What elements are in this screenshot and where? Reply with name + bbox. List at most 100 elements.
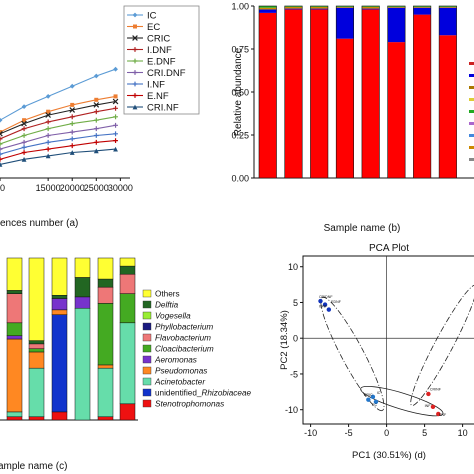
a-data-point [112,98,119,105]
a-data-point [21,104,27,109]
d-point-label: EC [372,403,377,407]
a-data-point [69,143,75,149]
c-legend-swatch [142,399,152,408]
a-legend-label: E.NF [147,91,169,102]
a-legend-label: I.NF [147,80,165,91]
d-point-label: IC [377,391,381,395]
d-point-label: CRIDNF [319,295,333,299]
d-data-point [322,302,328,307]
c-bar-segment [119,403,136,421]
b-bar-segment [413,6,431,7]
b-legend-swatch [469,110,474,113]
c-bar-segment [28,351,45,369]
d-ellipse-dnf [320,296,385,412]
b-bar-outline [361,5,380,179]
b-bar-segment [284,8,303,10]
a-data-point [69,150,75,155]
c-legend-label: Vogesella [155,312,191,321]
b-bar-outline [413,5,432,179]
a-data-point [0,117,3,123]
b-bar-segment [259,12,277,178]
d-x-tick-label: -5 [345,428,353,438]
c-legend-swatch [142,333,152,342]
c-bar-segment [28,257,45,341]
a-legend-label: I.DNF [147,45,172,56]
d-data-point [366,397,371,402]
b-legend-swatch [469,62,474,65]
c-legend-label: Aeromonas [154,356,197,365]
b-bar-outline [310,5,329,179]
c-legend-swatch [142,322,152,331]
d-data-point [430,404,436,410]
a-data-point [0,141,3,147]
d-point-label: CRIC [364,393,373,397]
d-data-point [436,411,441,417]
c-legend-swatch [142,289,152,298]
d-ellipse-nf [410,284,474,406]
a-data-point [93,73,99,79]
b-bar-segment [413,6,431,8]
d-y-tick-label: 5 [293,298,298,308]
c-legend-label: Phyllobacterium [155,323,213,332]
a-legend-marker [132,70,138,75]
b-bar-segment [361,6,380,9]
c-x-axis-title: ample name (c) [0,461,67,472]
c-legend-swatch [142,377,152,386]
a-x-tick-label: 30000 [108,183,133,193]
c-bar-segment [74,277,91,298]
c-legend-label: Acinetobacter [154,378,205,387]
b-bar-segment [439,6,457,8]
a-data-point [113,114,118,120]
a-data-point [45,153,51,159]
c-bar-segment [97,278,114,288]
d-title: PCA Plot [369,243,409,254]
a-x-tick-label: 15000 [36,183,61,193]
a-data-point [70,102,75,107]
d-y-tick-label: -10 [285,405,298,415]
b-y-axis-title: Relative abundance [233,47,244,136]
a-legend-label: CRIC [147,34,170,45]
d-point-label: EDNF [331,300,342,304]
b-legend-swatch [469,86,474,89]
c-bar-segment [6,338,23,413]
c-bar-segment [51,295,68,299]
d-x-tick-label: -10 [304,428,317,438]
a-data-point [113,131,118,137]
d-point-label: ENF [439,413,447,417]
c-bar-segment [6,335,23,340]
b-bar-segment [259,9,277,13]
b-legend-swatch [469,74,474,77]
a-data-point [21,145,27,150]
a-data-point [69,107,76,113]
c-bar-segment [6,293,23,324]
b-legend-swatch [469,122,474,125]
a-legend-box [123,5,200,115]
a-data-point [21,126,27,132]
a-data-point [69,114,75,120]
a-legend-marker [132,47,138,52]
a-legend-marker [132,35,138,41]
c-legend-label: Cloacibacterium [155,345,214,354]
a-legend-marker [132,104,138,110]
c-bar-segment [97,286,114,304]
c-legend-label: Stenotrophomonas [155,400,224,409]
b-bar-segment [284,9,303,178]
a-data-point [93,117,99,123]
a-data-point [113,66,118,72]
b-bar-segment [284,6,303,7]
c-legend-swatch [142,300,152,309]
d-data-point [370,394,376,400]
b-bar-segment [413,7,431,15]
a-data-point [93,109,99,115]
a-data-point [45,126,51,132]
a-series-line [0,148,116,165]
a-data-point [46,109,51,114]
b-bar-segment [259,7,277,10]
a-data-point [93,139,99,145]
b-bar-segment [387,7,406,43]
b-bar-segment [310,6,328,7]
b-bar-segment [439,6,457,7]
a-data-point [113,122,118,128]
a-data-point [22,118,27,123]
